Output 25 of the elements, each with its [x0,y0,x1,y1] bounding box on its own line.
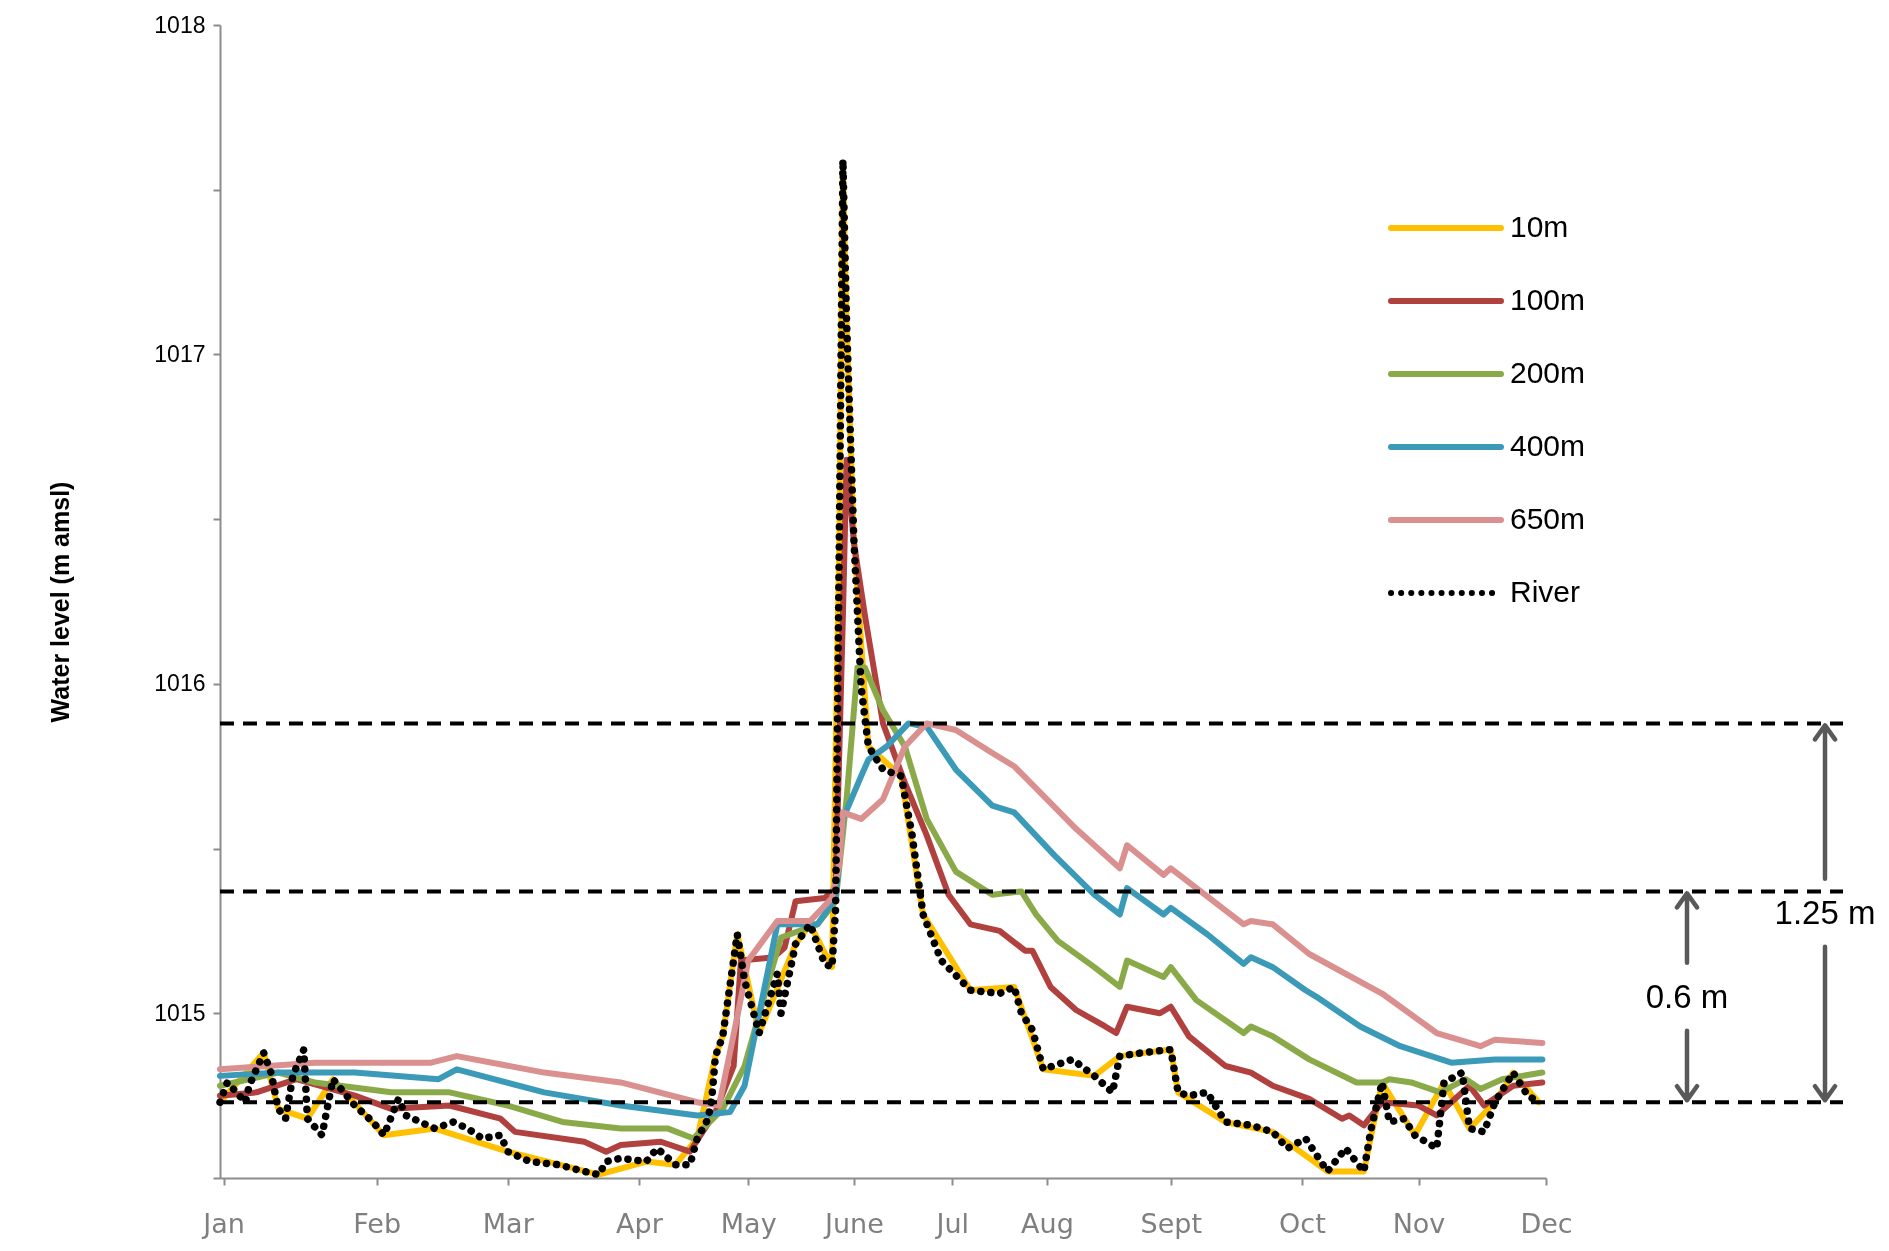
y-tick-label: 1018 [154,11,206,38]
x-tick-label: Feb [353,1207,402,1239]
x-tick-label: Dec [1520,1207,1573,1239]
x-tick-label: Apr [616,1207,664,1239]
legend-label: 100m [1510,283,1586,316]
y-axis-title: Water level (m amsl) [46,481,75,723]
x-tick-label: Jul [934,1207,969,1239]
x-tick-label: Aug [1021,1207,1074,1239]
x-tick-label: Nov [1392,1207,1446,1239]
x-tick-label: June [822,1207,884,1239]
text: 0.6 m [1645,977,1729,1015]
legend-label: 400m [1510,429,1586,462]
legend-label: 10m [1510,210,1569,243]
x-tick-label: May [720,1207,777,1239]
x-tick-label: Sept [1140,1207,1203,1239]
text: 1.25 m [1774,893,1876,931]
legend-label: 200m [1510,356,1586,389]
x-tick-label: Jan [201,1207,245,1239]
y-tick-label: 1017 [154,340,206,367]
x-tick-label: Mar [482,1207,535,1239]
y-tick-label: 1015 [154,999,206,1026]
x-tick-label: Oct [1279,1207,1326,1239]
y-tick-label: 1016 [154,670,206,697]
legend-label: River [1510,575,1581,608]
legend-label: 650m [1510,502,1586,535]
